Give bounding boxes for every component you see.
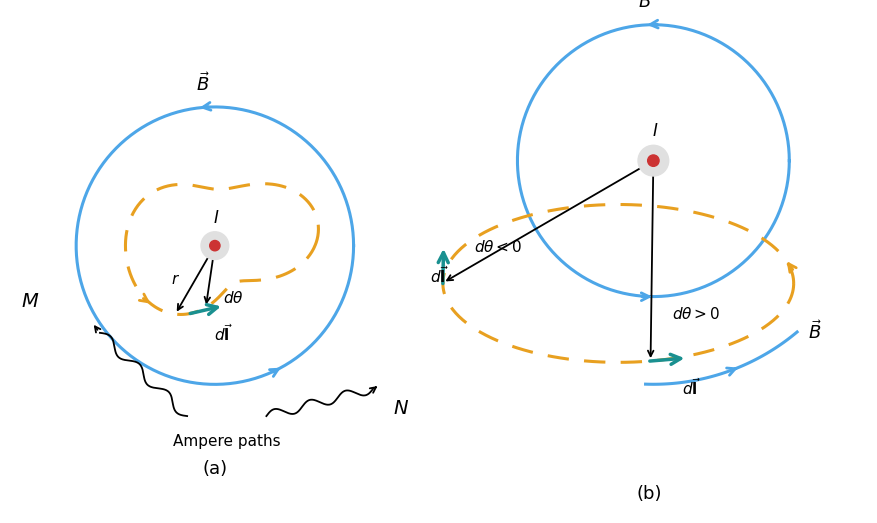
Circle shape — [201, 232, 229, 259]
Text: $I$: $I$ — [213, 209, 219, 226]
Text: $\vec{B}$: $\vec{B}$ — [638, 0, 652, 12]
Text: $d\theta < 0$: $d\theta < 0$ — [474, 238, 522, 255]
Circle shape — [210, 241, 220, 251]
Circle shape — [638, 145, 668, 176]
Text: $N$: $N$ — [393, 399, 410, 418]
Text: $d\vec{\mathbf{l}}$: $d\vec{\mathbf{l}}$ — [214, 323, 233, 344]
Text: Ampere paths: Ampere paths — [173, 434, 281, 449]
Text: $\vec{B}$: $\vec{B}$ — [196, 72, 210, 95]
Text: $d\vec{\mathbf{l}}$: $d\vec{\mathbf{l}}$ — [682, 377, 701, 398]
Text: (b): (b) — [636, 485, 662, 503]
Text: $I$: $I$ — [652, 121, 659, 140]
Text: (a): (a) — [203, 460, 227, 477]
Text: $d\vec{\mathbf{l}}$: $d\vec{\mathbf{l}}$ — [430, 265, 448, 286]
Text: $r$: $r$ — [171, 272, 180, 287]
Text: $\vec{B}$: $\vec{B}$ — [808, 321, 822, 344]
Text: $M$: $M$ — [21, 292, 39, 311]
Circle shape — [647, 155, 660, 166]
Text: $d\theta$: $d\theta$ — [224, 290, 244, 306]
Text: $d\theta > 0$: $d\theta > 0$ — [673, 305, 721, 322]
